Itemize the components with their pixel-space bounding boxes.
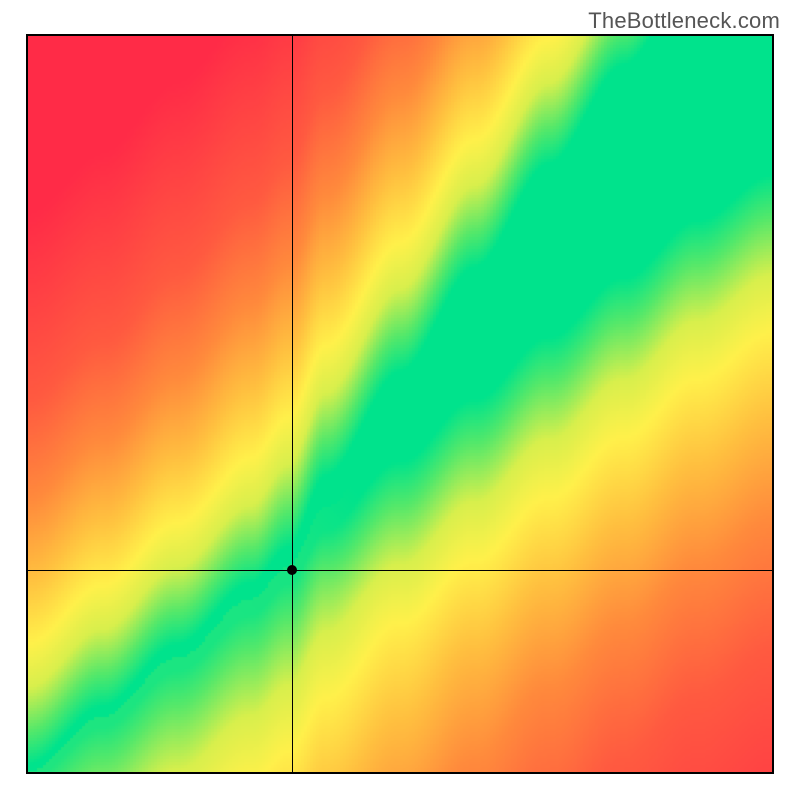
chart-container: TheBottleneck.com: [0, 0, 800, 800]
watermark-text: TheBottleneck.com: [588, 8, 780, 34]
heatmap-canvas: [28, 36, 772, 772]
marker-dot: [287, 565, 297, 575]
plot-inner: [28, 36, 772, 772]
plot-frame: [26, 34, 774, 774]
crosshair-vertical: [292, 36, 293, 772]
crosshair-horizontal: [28, 570, 772, 571]
